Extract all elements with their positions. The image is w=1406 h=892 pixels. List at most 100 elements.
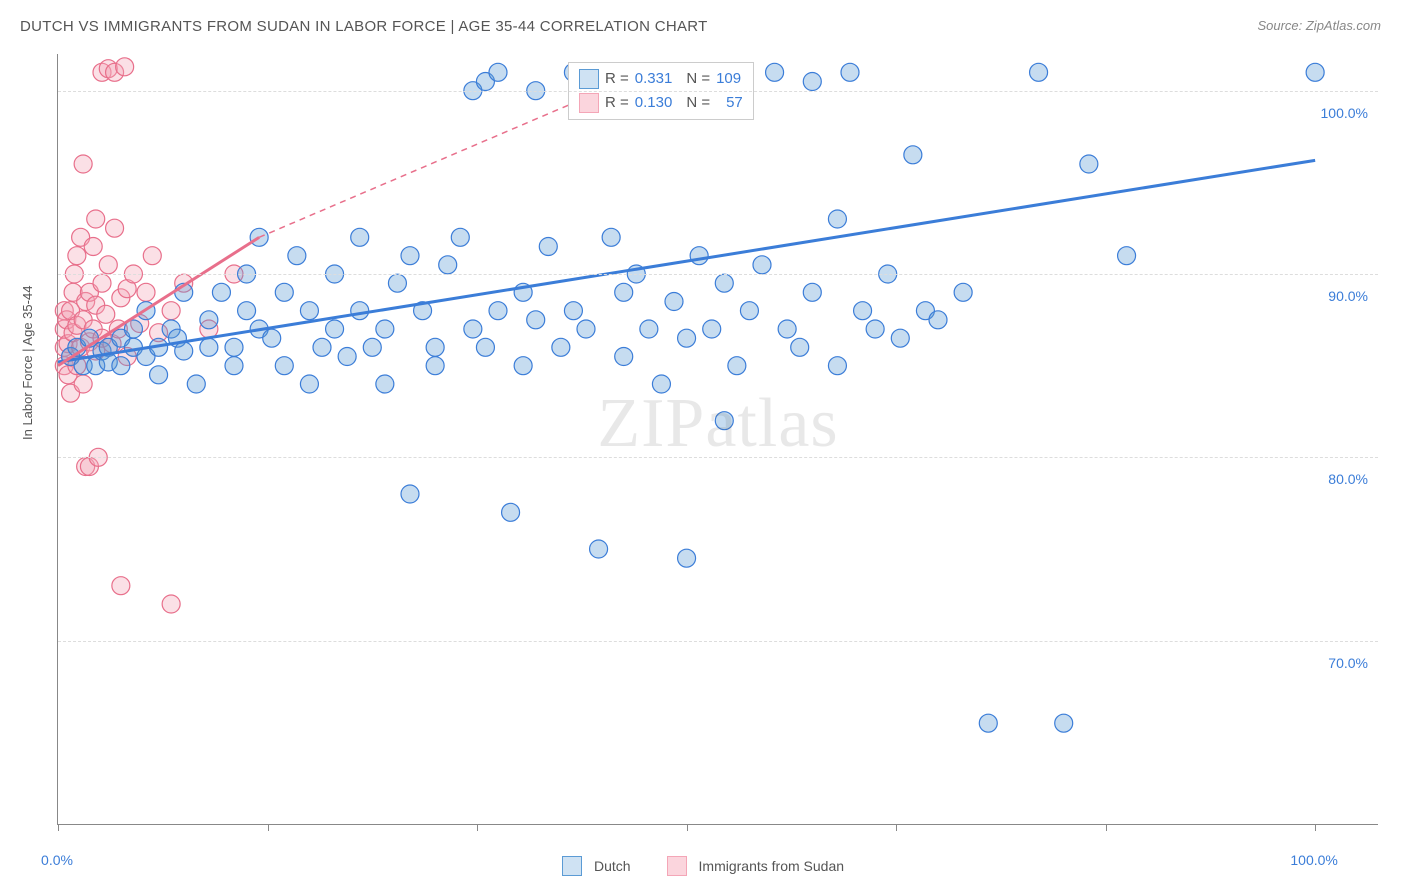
n-label: N = <box>686 91 710 115</box>
scatter-point <box>351 228 369 246</box>
scatter-svg <box>58 54 1378 824</box>
scatter-point <box>376 320 394 338</box>
scatter-point <box>225 357 243 375</box>
scatter-point <box>351 302 369 320</box>
scatter-point <box>678 549 696 567</box>
scatter-point <box>150 366 168 384</box>
scatter-point <box>313 338 331 356</box>
scatter-point <box>112 357 130 375</box>
scatter-point <box>539 238 557 256</box>
scatter-point <box>238 302 256 320</box>
y-tick-label: 90.0% <box>1328 288 1368 304</box>
scatter-point <box>388 274 406 292</box>
scatter-point <box>489 63 507 81</box>
scatter-point <box>338 348 356 366</box>
scatter-point <box>300 375 318 393</box>
scatter-point <box>866 320 884 338</box>
scatter-point <box>84 238 102 256</box>
scatter-point <box>426 338 444 356</box>
scatter-point <box>766 63 784 81</box>
scatter-point <box>476 338 494 356</box>
scatter-point <box>275 357 293 375</box>
scatter-point <box>791 338 809 356</box>
swatch-sudan <box>579 93 599 113</box>
scatter-point <box>854 302 872 320</box>
corr-row-dutch: R = 0.331 N = 109 <box>579 67 743 91</box>
x-tick <box>1106 824 1107 831</box>
r-label: R = <box>605 67 629 91</box>
scatter-point <box>143 247 161 265</box>
bottom-legend: Dutch Immigrants from Sudan <box>0 856 1406 876</box>
scatter-point <box>652 375 670 393</box>
scatter-point <box>162 595 180 613</box>
scatter-point <box>602 228 620 246</box>
scatter-point <box>954 283 972 301</box>
y-tick-label: 100.0% <box>1321 105 1368 121</box>
scatter-point <box>326 320 344 338</box>
scatter-point <box>577 320 595 338</box>
scatter-point <box>803 73 821 91</box>
grid-line <box>58 274 1378 275</box>
scatter-point <box>778 320 796 338</box>
scatter-point <box>106 219 124 237</box>
scatter-point <box>112 577 130 595</box>
scatter-point <box>401 485 419 503</box>
scatter-point <box>552 338 570 356</box>
scatter-point <box>665 293 683 311</box>
swatch-dutch <box>579 69 599 89</box>
scatter-point <box>690 247 708 265</box>
plot-area: ZIPatlas R = 0.331 N = 109 R = 0.130 N =… <box>57 54 1378 825</box>
scatter-point <box>275 283 293 301</box>
scatter-point <box>401 247 419 265</box>
n-value-dutch: 109 <box>716 67 741 91</box>
scatter-point <box>200 311 218 329</box>
scatter-point <box>376 375 394 393</box>
scatter-point <box>288 247 306 265</box>
legend-label-sudan: Immigrants from Sudan <box>699 858 845 874</box>
scatter-point <box>753 256 771 274</box>
scatter-point <box>715 274 733 292</box>
y-tick-label: 80.0% <box>1328 471 1368 487</box>
scatter-point <box>527 311 545 329</box>
scatter-point <box>979 714 997 732</box>
grid-line <box>58 641 1378 642</box>
scatter-point <box>162 302 180 320</box>
scatter-point <box>564 302 582 320</box>
x-tick <box>268 824 269 831</box>
scatter-point <box>116 58 134 76</box>
scatter-point <box>514 357 532 375</box>
r-value-dutch: 0.331 <box>635 67 673 91</box>
scatter-point <box>225 338 243 356</box>
scatter-point <box>715 412 733 430</box>
r-value-sudan: 0.130 <box>635 91 673 115</box>
x-tick-label-left: 0.0% <box>41 852 73 868</box>
scatter-point <box>803 283 821 301</box>
x-tick <box>687 824 688 831</box>
scatter-point <box>640 320 658 338</box>
scatter-point <box>74 375 92 393</box>
scatter-point <box>87 210 105 228</box>
scatter-point <box>439 256 457 274</box>
scatter-point <box>841 63 859 81</box>
r-label: R = <box>605 91 629 115</box>
scatter-point <box>828 357 846 375</box>
n-value-sudan: 57 <box>726 91 743 115</box>
legend-swatch-dutch <box>562 856 582 876</box>
scatter-point <box>1306 63 1324 81</box>
scatter-point <box>904 146 922 164</box>
source-name: ZipAtlas.com <box>1306 18 1381 33</box>
scatter-point <box>891 329 909 347</box>
corr-row-sudan: R = 0.130 N = 57 <box>579 91 743 115</box>
scatter-point <box>175 342 193 360</box>
scatter-point <box>74 155 92 173</box>
scatter-point <box>1055 714 1073 732</box>
chart-title: DUTCH VS IMMIGRANTS FROM SUDAN IN LABOR … <box>20 18 708 35</box>
scatter-point <box>1118 247 1136 265</box>
x-tick <box>58 824 59 831</box>
scatter-point <box>200 338 218 356</box>
legend-swatch-sudan <box>667 856 687 876</box>
grid-line <box>58 457 1378 458</box>
scatter-point <box>187 375 205 393</box>
scatter-point <box>263 329 281 347</box>
source-attribution: Source: ZipAtlas.com <box>1257 18 1381 33</box>
